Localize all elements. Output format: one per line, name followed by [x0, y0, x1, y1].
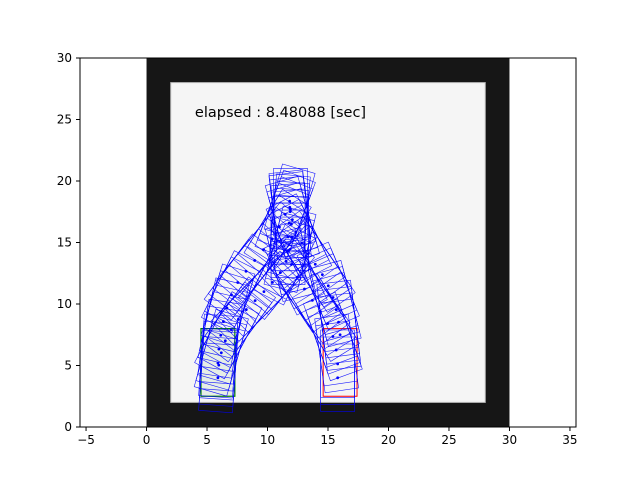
vehicle-footprint	[197, 309, 249, 385]
vehicle-footprint	[263, 232, 325, 310]
trajectory-point	[306, 252, 310, 256]
trajectory-point	[288, 199, 292, 203]
trajectory-point	[244, 308, 248, 311]
trajectory-point	[217, 347, 221, 351]
vehicle-footprint	[254, 182, 311, 260]
x-tick-label: 5	[203, 433, 211, 447]
vehicle-footprint	[270, 173, 311, 245]
y-tick-label: 25	[57, 113, 72, 127]
trajectory-point	[326, 284, 330, 288]
trajectory-point	[253, 299, 257, 303]
trajectory-point	[223, 339, 227, 343]
trajectory-point	[331, 335, 335, 338]
y-tick-label: 10	[57, 297, 72, 311]
x-tick-label: 20	[381, 433, 396, 447]
trajectory-point	[216, 376, 220, 380]
vehicle-footprint	[288, 273, 353, 350]
trajectory-point	[338, 333, 342, 337]
vehicle-footprint	[273, 168, 308, 237]
trajectory-point	[334, 308, 338, 312]
trajectory-point	[262, 290, 266, 294]
trajectory-point	[295, 275, 299, 279]
y-tick-label: 20	[57, 174, 72, 188]
trajectory-point	[219, 351, 223, 355]
trajectory-point	[320, 273, 324, 277]
trajectory-point	[287, 221, 291, 225]
vehicle-footprint	[320, 329, 355, 398]
elapsed-time-annotation: elapsed : 8.48088 [sec]	[195, 105, 366, 121]
vehicle-footprint	[314, 313, 359, 387]
x-tick-label: 0	[143, 433, 151, 447]
trajectory-point	[217, 363, 221, 367]
vehicle-footprint	[255, 222, 317, 300]
vehicle-footprint	[215, 228, 285, 304]
y-tick-label: 0	[64, 420, 72, 434]
trajectory-layer	[193, 163, 363, 414]
x-tick-label: 10	[260, 433, 275, 447]
y-tick-label: 5	[64, 359, 72, 373]
trajectory-point	[271, 280, 274, 284]
goal-box	[322, 328, 358, 397]
trajectory-point	[216, 361, 220, 365]
vehicle-footprint	[243, 194, 309, 272]
x-tick-label: 25	[441, 433, 456, 447]
trajectory-2	[197, 163, 363, 412]
trajectory-point	[229, 328, 233, 332]
trajectory-point	[283, 213, 287, 216]
x-tick-label: 15	[320, 433, 335, 447]
trajectory-point	[313, 262, 317, 266]
vehicle-footprint	[263, 163, 316, 239]
y-tick-label: 30	[57, 51, 72, 65]
trajectory-point	[219, 333, 223, 337]
x-tick-label: 30	[502, 433, 517, 447]
y-tick-label: 15	[57, 236, 72, 250]
vehicle-footprint	[197, 305, 242, 379]
vehicle-footprint	[200, 291, 263, 369]
vehicle-footprint	[208, 276, 277, 353]
axes: −5 0 5 10 15 20 25 30 35 0 5 10 15 20 25 30	[57, 51, 578, 447]
x-tick-label: −5	[77, 433, 95, 447]
x-tick-label: 35	[562, 433, 577, 447]
vehicle-footprint	[198, 327, 238, 399]
